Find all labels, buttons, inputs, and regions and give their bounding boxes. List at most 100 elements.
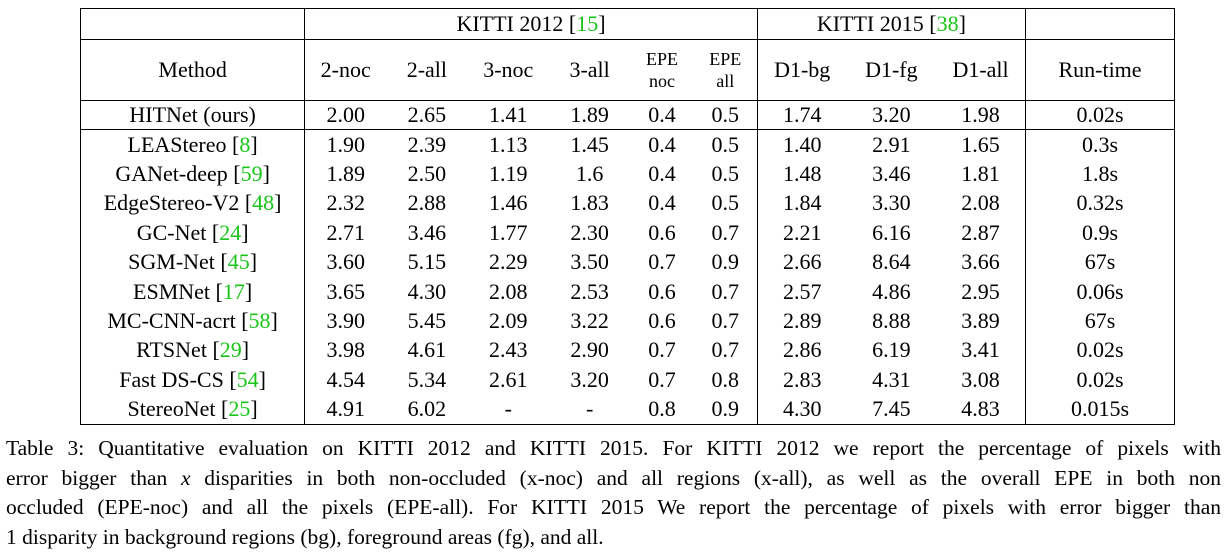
cell-d1-bg: 4.30 [756,394,847,425]
cell-2-noc: 3.60 [304,247,387,277]
cell-3-noc: 1.77 [489,219,528,245]
cell-d1-all: 2.87 [961,219,1000,245]
column-header-epe-all: EPE all [693,39,758,101]
cell-3-noc: 1.19 [489,161,528,187]
column-header-2-noc: 2-noc [304,39,387,101]
cell-d1-fg: 3.30 [872,190,911,216]
cell-d1-all: 1.98 [936,100,1026,130]
citation-link[interactable]: 8 [239,131,251,157]
column-header-3-noc: 3-noc [467,39,549,101]
citation-link[interactable]: 58 [248,308,271,334]
citation-link[interactable]: 25 [228,396,251,422]
cell-epe-noc: 0.7 [648,337,676,363]
cell-epe-all: 0.9 [711,396,740,422]
citation-link[interactable]: 38 [936,11,959,36]
cell-method: StereoNet [25] [127,396,258,422]
caption-line-4: 1 disparity in background regions (bg), … [6,524,604,549]
cell-3-all: 2.30 [570,219,609,245]
caption-line-2: error bigger than x disparities in both … [6,465,1221,490]
cell-3-all: 2.53 [570,278,609,304]
cell-2-all: 2.50 [407,161,447,187]
cell-2-noc: 3.90 [304,306,387,336]
cell-epe-all: 0.7 [711,337,740,363]
cell-method: RTSNet [29] [136,337,250,363]
cell-d1-bg: 2.83 [756,365,847,395]
cell-method: ESMNet [17] [133,278,253,304]
cell-3-noc: 1.41 [467,100,549,130]
cell-runtime: 0.02s [1025,100,1175,130]
cell-d1-all: 1.81 [961,161,1000,187]
results-table: KITTI 2012 [15] KITTI 2015 [38] Method 2… [80,8,1175,425]
cell-epe-noc: 0.7 [648,249,676,275]
cell-2-all: 6.02 [407,396,447,422]
cell-d1-fg: 3.20 [846,100,937,130]
cell-epe-noc: 0.4 [630,129,694,160]
column-header-d1-all: D1-all [936,39,1026,101]
cell-runtime: 0.32s [1025,188,1175,219]
cell-epe-noc: 0.4 [648,190,676,216]
cell-3-noc: 1.46 [489,190,528,216]
cell-epe-all: 0.5 [693,129,758,160]
table-row: GC-Net [24] 2.71 3.46 1.77 2.30 0.6 0.7 2.21 6.1… [81,218,1175,248]
cell-epe-all: 0.5 [693,100,758,130]
table-row: RTSNet [29] 3.98 4.61 2.43 2.90 0.7 0.7 2.86 6.1… [81,335,1175,366]
cell-3-all: 1.89 [548,100,631,130]
citation-link[interactable]: 54 [236,366,259,392]
cell-2-noc: 2.71 [304,218,387,248]
cell-d1-fg: 2.91 [846,129,937,160]
cell-method: GANet-deep [59] [115,161,270,187]
cell-2-all: 5.45 [407,308,447,334]
cell-3-noc: 2.61 [489,366,528,392]
cell-runtime: 67s [1025,306,1175,336]
cell-2-noc: 4.54 [304,365,387,395]
cell-epe-all: 0.7 [711,219,740,245]
cell-epe-noc: 0.6 [648,308,676,334]
cell-method: HITNet (ours) [80,100,305,130]
cell-method: Fast DS-CS [54] [119,366,266,392]
column-header-3-all: 3-all [548,39,631,101]
cell-d1-fg: 4.86 [872,278,911,304]
cell-d1-bg: 1.74 [756,100,847,130]
caption-line-3: occluded (EPE-noc) and all the pixels (E… [6,495,1221,519]
cell-3-noc: 2.09 [489,308,528,334]
cell-3-noc: 2.43 [489,337,528,363]
cell-3-noc: 1.13 [467,129,549,160]
column-header-d1-bg: D1-bg [756,39,847,101]
cell-2-all: 2.65 [386,100,468,130]
cell-d1-bg: 2.66 [756,247,847,277]
citation-link[interactable]: 29 [219,337,242,363]
cell-epe-all: 0.7 [711,278,740,304]
cell-2-noc: 4.91 [304,394,387,425]
table-row: Fast DS-CS [54] 4.54 5.34 2.61 3.20 0.7 0.8 2.8… [81,365,1175,395]
cell-d1-all: 4.83 [961,396,1000,422]
table-row: SGM-Net [45] 3.60 5.15 2.29 3.50 0.7 0.9 2.66 8.… [81,247,1175,277]
cell-method: LEAStereo [8] [80,129,305,160]
table-row: LEAStereo [8] 1.90 2.39 1.13 1.45 0.4 0.5 1.40 2… [80,129,1175,160]
cell-3-all: 3.20 [570,366,609,392]
cell-d1-fg: 7.45 [872,396,911,422]
citation-link[interactable]: 48 [252,190,275,216]
cell-3-all: 3.22 [570,308,609,334]
cell-runtime: 0.06s [1025,276,1175,307]
cell-runtime: 67s [1025,247,1175,277]
cell-2-noc: 3.65 [304,276,387,307]
cell-method: EdgeStereo-V2 [48] [103,190,282,216]
table-row: EdgeStereo-V2 [48] 2.32 2.88 1.46 1.83 0.4 0.5… [81,188,1175,219]
citation-link[interactable]: 17 [222,278,245,304]
cell-d1-bg: 1.40 [756,129,847,160]
column-header-epe-noc: EPE noc [630,39,694,101]
cell-d1-bg: 2.21 [756,218,847,248]
citation-link[interactable]: 59 [240,161,263,187]
citation-link[interactable]: 15 [576,11,599,36]
cell-d1-all: 3.66 [961,249,1000,275]
cell-d1-all: 3.08 [961,366,1000,392]
cell-d1-fg: 8.88 [872,308,911,334]
cell-d1-fg: 3.46 [872,161,911,187]
table-row: StereoNet [25] 4.91 6.02 - - 0.8 0.9 4.30 7.45 4.… [81,394,1175,425]
citation-link[interactable]: 45 [227,249,250,275]
cell-2-noc: 3.98 [304,335,387,366]
cell-2-noc: 2.00 [304,100,387,130]
cell-d1-bg: 2.89 [756,306,847,336]
citation-link[interactable]: 24 [219,219,242,245]
